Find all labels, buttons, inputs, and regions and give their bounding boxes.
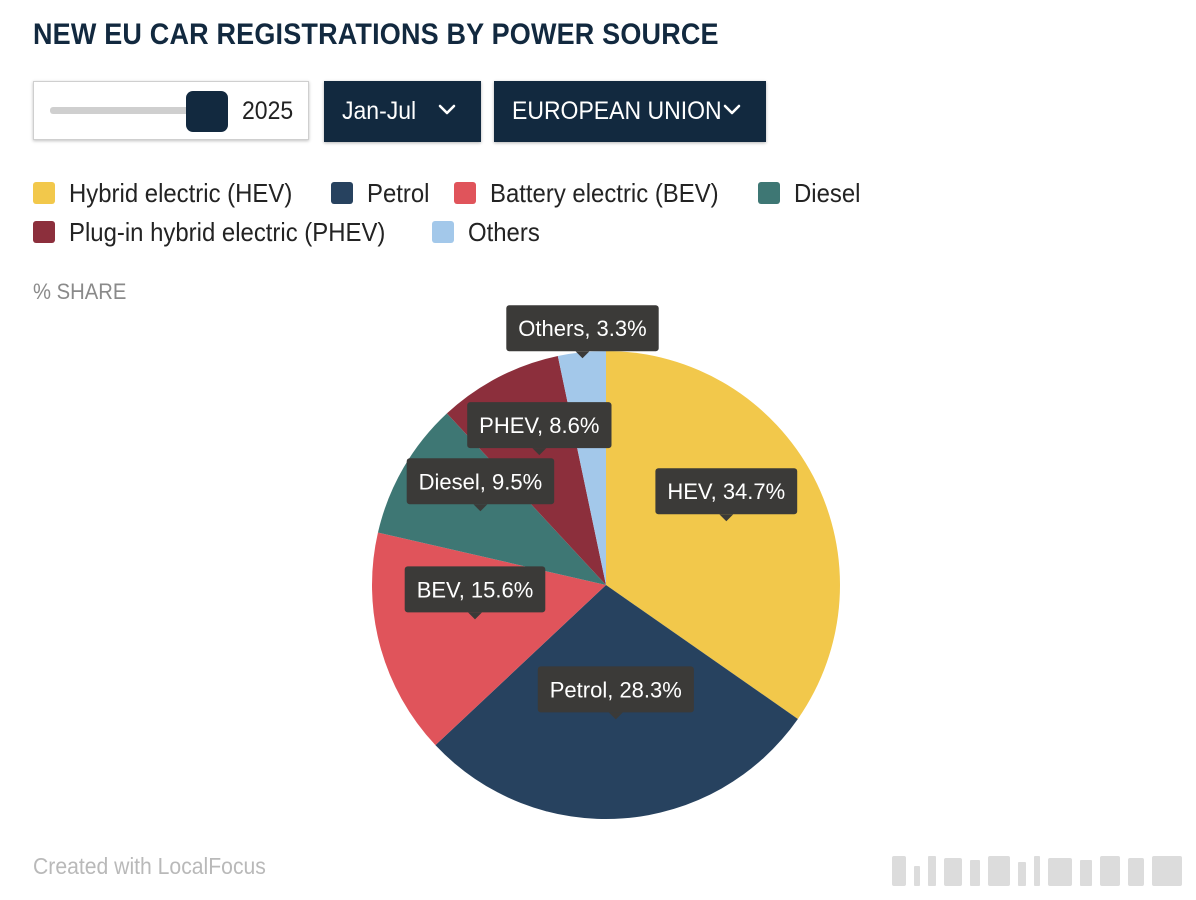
legend-row: Plug-in hybrid electric (PHEV) Others — [33, 217, 913, 256]
data-label-box — [467, 402, 612, 449]
year-slider-track[interactable] — [50, 107, 210, 114]
pie-slice-hev[interactable] — [606, 351, 841, 719]
legend-swatch — [33, 221, 55, 244]
legend-item-hev[interactable]: Hybrid electric (HEV) — [33, 178, 312, 209]
legend-row: Hybrid electric (HEV) Petrol Battery ele… — [33, 178, 913, 217]
legend-item-diesel[interactable]: Diesel — [757, 178, 866, 209]
legend-swatch — [330, 182, 353, 205]
legend-label: Petrol — [366, 178, 430, 208]
region-dropdown-label: EUROPEAN UNION — [512, 97, 722, 125]
legend-item-bev[interactable]: Battery electric (BEV) — [454, 178, 739, 209]
data-label-phev: PHEV, 8.6% — [467, 402, 612, 456]
data-label-pointer — [608, 712, 623, 720]
period-dropdown-label: Jan-Jul — [342, 97, 417, 125]
data-label-pointer — [532, 448, 547, 456]
chevron-down-icon — [438, 104, 456, 115]
watermark-logo — [892, 856, 1182, 886]
data-label-bev: BEV, 15.6% — [404, 566, 546, 620]
created-with-credit: Created with LocalFocus — [33, 853, 266, 879]
data-label-pointer — [719, 514, 734, 522]
data-label-text: HEV, 34.7% — [667, 479, 785, 504]
data-label-box — [406, 458, 555, 505]
legend-label: Diesel — [793, 178, 861, 208]
data-label-box — [537, 666, 694, 713]
data-label-pointer — [468, 612, 482, 620]
chart-title: NEW EU CAR REGISTRATIONS BY POWER SOURCE — [33, 18, 719, 51]
data-label-text: Petrol, 28.3% — [550, 677, 682, 702]
year-slider-handle[interactable] — [186, 91, 228, 132]
period-dropdown[interactable]: Jan-Jul — [324, 81, 481, 142]
chevron-down-icon — [723, 104, 741, 115]
data-label-box — [404, 566, 546, 613]
data-label-text: BEV, 15.6% — [417, 577, 534, 602]
legend-swatch — [33, 182, 55, 205]
data-label-diesel: Diesel, 9.5% — [406, 458, 555, 512]
year-slider[interactable]: 2025 — [33, 81, 309, 140]
legend-label: Plug-in hybrid electric (PHEV) — [69, 217, 386, 247]
legend-item-phev[interactable]: Plug-in hybrid electric (PHEV) — [33, 217, 413, 248]
legend-swatch — [454, 182, 477, 205]
share-label: % SHARE — [33, 279, 127, 304]
legend-item-others[interactable]: Others — [432, 217, 546, 248]
data-label-pointer — [575, 351, 590, 359]
legend-swatch — [432, 221, 455, 244]
legend-swatch — [757, 182, 780, 205]
data-label-hev: HEV, 34.7% — [655, 468, 798, 522]
chart-legend: Hybrid electric (HEV) Petrol Battery ele… — [33, 178, 913, 256]
data-label-pointer — [473, 504, 488, 512]
legend-label: Others — [468, 217, 540, 247]
data-label-text: PHEV, 8.6% — [479, 413, 599, 438]
data-label-text: Diesel, 9.5% — [419, 469, 543, 494]
data-label-box — [655, 468, 798, 515]
data-label-others: Others, 3.3% — [506, 305, 659, 359]
legend-label: Hybrid electric (HEV) — [69, 178, 293, 208]
year-value: 2025 — [242, 97, 294, 125]
data-label-petrol: Petrol, 28.3% — [537, 666, 694, 720]
legend-item-petrol[interactable]: Petrol — [330, 178, 435, 209]
data-label-text: Others, 3.3% — [518, 316, 646, 341]
legend-label: Battery electric (BEV) — [490, 178, 719, 208]
data-label-box — [506, 305, 659, 352]
region-dropdown[interactable]: EUROPEAN UNION — [494, 81, 766, 142]
